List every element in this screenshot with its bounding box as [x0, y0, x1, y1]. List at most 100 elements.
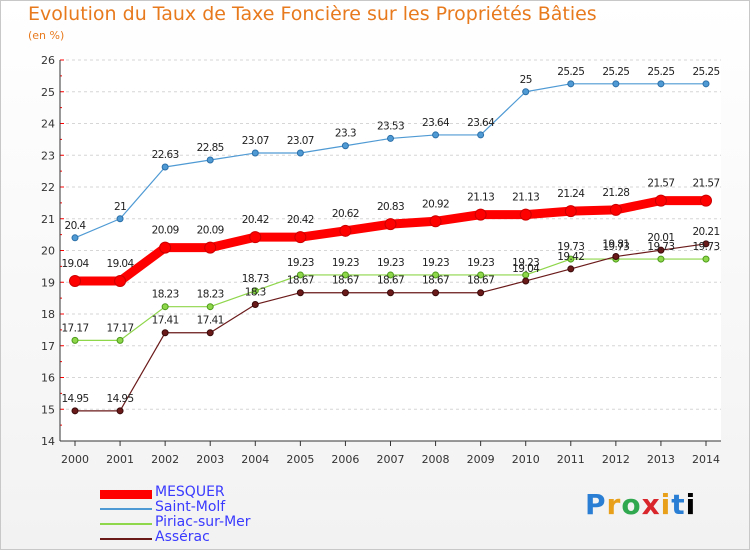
data-point-saint-molf [341, 142, 349, 150]
data-point-mesquer [339, 224, 352, 237]
data-point-mesquer [249, 231, 262, 244]
data-point-asserac [206, 329, 214, 337]
data-point-piriac-sur-mer [251, 287, 259, 295]
y-tick-label: 25 [41, 86, 55, 99]
data-label-mesquer: 20.42 [287, 214, 314, 226]
y-tick-label: 26 [41, 54, 55, 67]
data-point-saint-molf [612, 80, 620, 88]
legend-label: MESQUER [155, 484, 225, 500]
data-point-asserac [296, 289, 304, 297]
logo-letter: t [671, 488, 686, 521]
data-point-asserac [612, 253, 620, 261]
x-tick-label: 2013 [647, 453, 675, 466]
x-tick-label: 2000 [61, 453, 89, 466]
y-tick-label: 21 [41, 213, 55, 226]
data-point-saint-molf [477, 131, 485, 139]
chart-subtitle: (en %) [28, 29, 65, 42]
data-label-saint-molf: 25.25 [602, 66, 629, 78]
data-point-mesquer [519, 208, 532, 221]
data-label-asserac: 19.04 [512, 263, 540, 275]
legend-swatch [100, 523, 152, 525]
data-label-asserac: 20.01 [647, 232, 674, 244]
logo-letter: o [621, 488, 642, 521]
data-label-saint-molf: 21 [114, 201, 126, 213]
data-label-asserac: 18.67 [467, 275, 494, 287]
data-label-mesquer: 20.83 [377, 201, 404, 213]
data-label-saint-molf: 23.64 [422, 117, 450, 129]
y-tick-label: 24 [41, 118, 55, 131]
data-label-mesquer: 21.57 [647, 178, 674, 190]
data-label-mesquer: 20.09 [197, 225, 224, 237]
legend-swatch [100, 538, 152, 540]
data-point-asserac [567, 265, 575, 273]
legend-item-piriac-sur-mer: Piriac-sur-Mer [100, 514, 340, 531]
data-point-mesquer [384, 218, 397, 231]
x-tick-label: 2012 [602, 453, 630, 466]
data-point-mesquer [564, 205, 577, 218]
data-point-asserac [657, 246, 665, 254]
data-label-saint-molf: 25.25 [557, 66, 584, 78]
data-label-piriac-sur-mer: 19.23 [422, 257, 449, 269]
axis-layer: 14 15 16 17 18 19 20 21 22 23 24 25 26 2000 2001 2002 20… [41, 54, 721, 466]
data-point-saint-molf [71, 234, 79, 242]
data-point-asserac [116, 407, 124, 415]
data-label-layer: 19.04 19.04 20.09 20.09 20.42 20.42 20.62 20.83… [61, 66, 720, 405]
data-label-mesquer: 21.13 [512, 192, 539, 204]
y-tick-label: 14 [41, 435, 55, 448]
y-tick-label: 18 [41, 308, 55, 321]
data-label-piriac-sur-mer: 19.23 [332, 257, 359, 269]
data-point-mesquer [69, 274, 81, 287]
data-label-piriac-sur-mer: 19.73 [647, 241, 674, 253]
data-point-piriac-sur-mer [567, 255, 575, 263]
data-label-saint-molf: 25 [520, 74, 532, 86]
x-tick-label: 2009 [467, 453, 495, 466]
data-label-piriac-sur-mer: 18.23 [152, 289, 179, 301]
data-point-piriac-sur-mer [657, 255, 665, 263]
data-label-saint-molf: 20.4 [65, 220, 87, 232]
legend: MESQUER Saint-Molf Piriac-sur-Mer Assérac [100, 484, 340, 546]
data-label-piriac-sur-mer: 19.73 [557, 241, 584, 253]
data-label-asserac: 18.67 [422, 275, 449, 287]
data-label-piriac-sur-mer: 17.17 [61, 322, 88, 334]
legend-label: Piriac-sur-Mer [155, 514, 251, 530]
legend-swatch [100, 490, 152, 499]
data-label-piriac-sur-mer: 18.23 [197, 289, 224, 301]
y-tick-label: 20 [41, 245, 55, 258]
data-label-asserac: 18.67 [287, 275, 314, 287]
data-point-saint-molf [702, 80, 710, 88]
x-tick-label: 2010 [512, 453, 540, 466]
y-tick-label: 22 [41, 181, 55, 194]
data-point-saint-molf [296, 149, 304, 157]
data-point-saint-molf [206, 156, 214, 164]
data-point-piriac-sur-mer [477, 271, 485, 279]
legend-swatch [100, 508, 152, 510]
y-tick-label: 16 [41, 372, 55, 385]
data-label-mesquer: 21.24 [557, 188, 585, 200]
data-point-saint-molf [567, 80, 575, 88]
data-point-asserac [477, 289, 485, 297]
data-label-mesquer: 20.42 [242, 214, 269, 226]
x-tick-label: 2002 [151, 453, 179, 466]
legend-item-asserac: Assérac [100, 529, 340, 546]
data-point-asserac [432, 289, 440, 297]
data-point-saint-molf [432, 131, 440, 139]
data-label-saint-molf: 23.07 [287, 135, 314, 147]
y-tick-label: 15 [41, 403, 55, 416]
data-label-mesquer: 19.04 [107, 258, 135, 270]
legend-label: Assérac [155, 529, 210, 545]
data-label-asserac: 18.67 [377, 275, 404, 287]
logo-letter: r [606, 488, 622, 521]
data-label-piriac-sur-mer: 19.23 [512, 257, 539, 269]
data-label-piriac-sur-mer: 19.73 [692, 241, 719, 253]
data-label-mesquer: 19.04 [61, 258, 89, 270]
x-tick-label: 2005 [286, 453, 314, 466]
data-point-saint-molf [387, 134, 394, 142]
data-label-asserac: 20.21 [692, 226, 719, 238]
logo-letter: i [660, 488, 672, 521]
data-point-asserac [522, 277, 530, 285]
logo-letter: i [685, 488, 697, 521]
data-label-piriac-sur-mer: 19.23 [287, 257, 314, 269]
data-label-saint-molf: 23.3 [335, 128, 356, 140]
chart-title: Evolution du Taux de Taxe Foncière sur l… [28, 3, 597, 25]
data-point-mesquer [609, 203, 622, 216]
